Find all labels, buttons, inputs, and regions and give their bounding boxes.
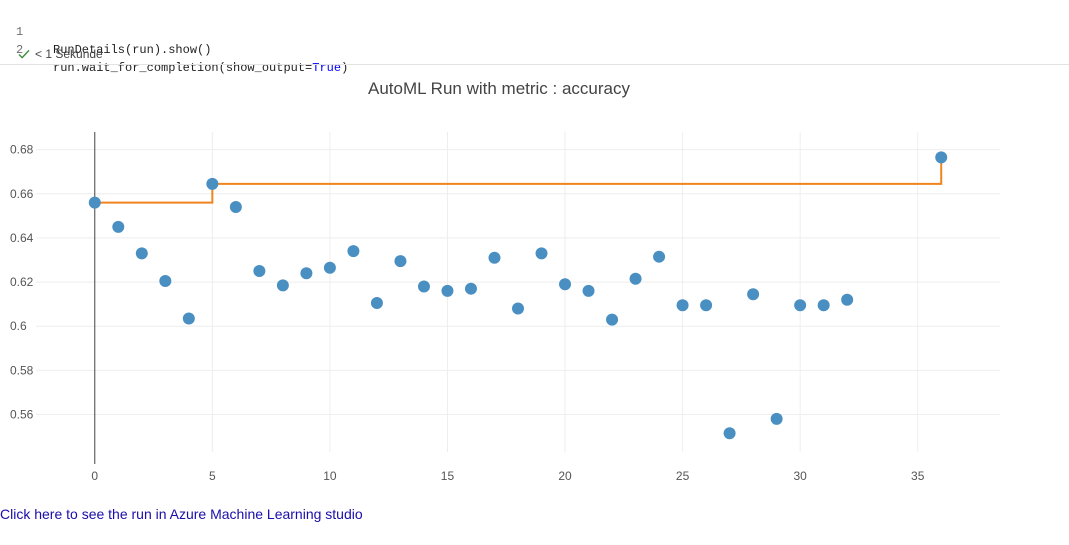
run-point[interactable] xyxy=(559,278,572,291)
run-point[interactable] xyxy=(817,299,830,312)
run-point[interactable] xyxy=(112,220,125,233)
run-point[interactable] xyxy=(253,265,266,278)
run-point[interactable] xyxy=(488,251,501,264)
x-tick-label: 5 xyxy=(209,469,216,483)
run-point[interactable] xyxy=(841,293,854,306)
run-point[interactable] xyxy=(370,297,383,310)
x-tick-label: 25 xyxy=(676,469,690,483)
run-point[interactable] xyxy=(276,279,289,292)
chart-grid xyxy=(36,132,1000,452)
x-tick-label: 15 xyxy=(441,469,455,483)
run-point[interactable] xyxy=(88,196,101,209)
line-number: 2 xyxy=(16,43,24,57)
run-point[interactable] xyxy=(206,177,219,190)
run-point[interactable] xyxy=(464,282,477,295)
chart-title: AutoML Run with metric : accuracy xyxy=(368,79,631,98)
run-point[interactable] xyxy=(159,274,172,287)
run-point[interactable] xyxy=(300,267,313,280)
run-point[interactable] xyxy=(747,288,760,301)
code-text: RunDetails(run).show() xyxy=(53,43,212,57)
y-tick-label: 0.56 xyxy=(10,407,34,421)
cell-divider xyxy=(0,64,1069,65)
run-point[interactable] xyxy=(723,427,736,440)
run-point[interactable] xyxy=(700,299,713,312)
run-point[interactable] xyxy=(770,412,783,425)
checkmark-icon xyxy=(18,49,30,59)
execution-time: < 1 Sekunde xyxy=(35,47,103,61)
y-tick-label: 0.58 xyxy=(10,363,34,377)
run-point[interactable] xyxy=(417,280,430,293)
run-point[interactable] xyxy=(535,247,548,260)
line-number: 1 xyxy=(16,25,24,39)
x-tick-label: 0 xyxy=(91,469,98,483)
run-point[interactable] xyxy=(582,284,595,297)
run-point[interactable] xyxy=(182,312,195,325)
run-point[interactable] xyxy=(135,247,148,260)
y-tick-label: 0.64 xyxy=(10,231,34,245)
x-tick-label: 35 xyxy=(911,469,925,483)
x-tick-label: 20 xyxy=(558,469,572,483)
azure-ml-studio-link[interactable]: Click here to see the run in Azure Machi… xyxy=(0,506,363,522)
run-point[interactable] xyxy=(606,313,619,326)
code-text-suffix: ) xyxy=(341,61,349,75)
y-tick-label: 0.66 xyxy=(10,187,34,201)
accuracy-chart[interactable]: 0.56 0.58 0.6 0.62 0.64 0.66 0.68 0 5 10 15 20 25 30… xyxy=(0,66,1069,496)
run-point[interactable] xyxy=(347,245,360,258)
run-point[interactable] xyxy=(512,302,524,315)
execution-status: < 1 Sekunde xyxy=(18,46,103,62)
run-point[interactable] xyxy=(323,261,336,274)
y-tick-labels: 0.56 0.58 0.6 0.62 0.64 0.66 0.68 xyxy=(10,143,34,422)
x-tick-label: 30 xyxy=(793,469,807,483)
y-tick-label: 0.68 xyxy=(10,143,34,157)
run-point[interactable] xyxy=(653,250,666,263)
run-point[interactable] xyxy=(794,299,807,312)
code-line-1: 1 RunDetails(run).show() xyxy=(0,5,211,57)
run-points xyxy=(88,151,948,440)
x-tick-labels: 0 5 10 15 20 25 30 35 xyxy=(91,469,924,483)
x-tick-label: 10 xyxy=(323,469,337,483)
y-tick-label: 0.6 xyxy=(10,319,27,333)
best-run-line xyxy=(94,157,943,204)
run-point[interactable] xyxy=(935,151,948,164)
y-tick-label: 0.62 xyxy=(10,275,34,289)
code-cell[interactable]: 1 RunDetails(run).show() 2 run.wait_for_… xyxy=(0,0,1069,75)
run-point[interactable] xyxy=(629,272,642,285)
run-point[interactable] xyxy=(394,255,407,268)
run-point[interactable] xyxy=(441,284,454,297)
run-point[interactable] xyxy=(676,299,689,312)
run-point[interactable] xyxy=(229,201,242,214)
code-line-2: 2 run.wait_for_completion(show_output=Tr… xyxy=(0,23,348,75)
